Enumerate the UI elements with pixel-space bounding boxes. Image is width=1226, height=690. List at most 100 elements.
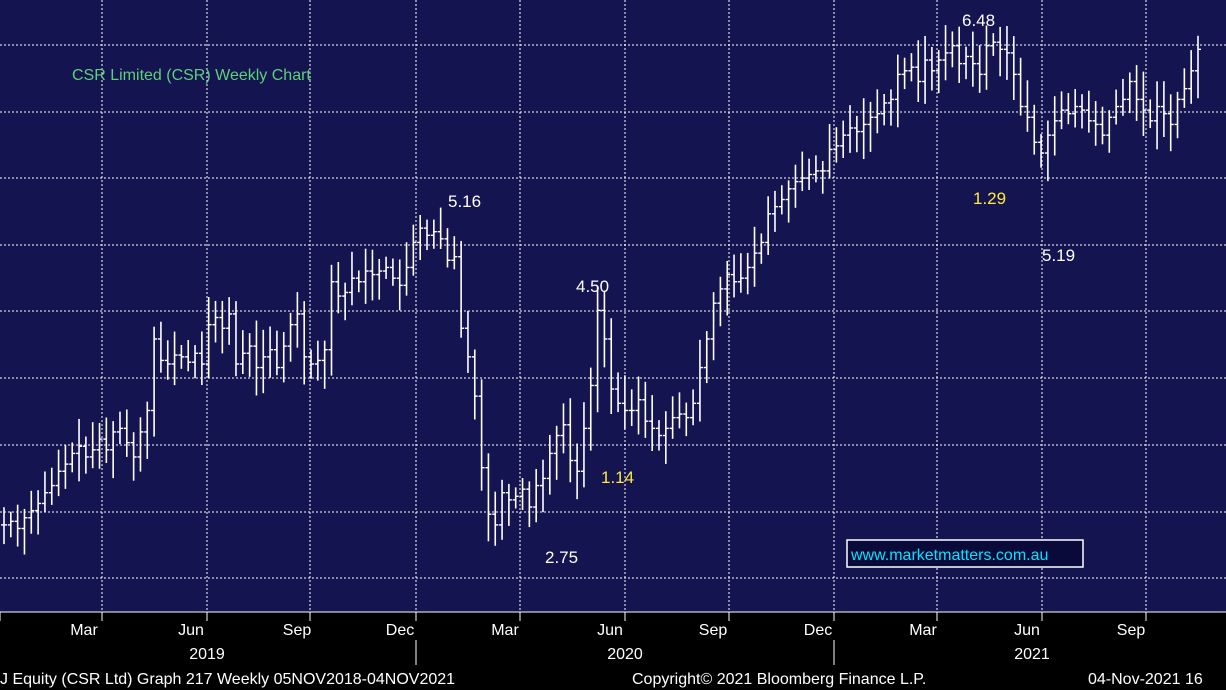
price-bar-11 <box>76 418 83 482</box>
footer-date-text: 04-Nov-2021 16 <box>1088 671 1203 688</box>
price-bar-21 <box>144 401 151 459</box>
price-bar-65 <box>444 228 451 268</box>
price-bar-130 <box>887 89 894 126</box>
price-bar-60 <box>410 224 417 276</box>
chart-title: CSR Limited (CSR) Weekly Chart <box>72 67 311 84</box>
x-tick-label-3: Dec <box>386 622 414 639</box>
price-bar-74 <box>505 483 512 526</box>
price-bar-90 <box>615 372 622 413</box>
price-bar-38 <box>260 329 267 394</box>
price-bar-77 <box>526 481 533 528</box>
price-bar-24 <box>164 340 171 380</box>
price-bar-52 <box>355 270 362 293</box>
price-bar-103 <box>703 331 710 384</box>
price-bar-144 <box>983 25 990 90</box>
price-bar-50 <box>342 282 349 321</box>
x-year-label-1: 2020 <box>607 646 643 663</box>
price-bar-51 <box>348 251 355 306</box>
price-bar-88 <box>601 291 608 368</box>
price-bar-160 <box>1092 101 1099 146</box>
price-bar-175 <box>1195 35 1201 99</box>
price-bar-69 <box>471 349 478 420</box>
price-bar-84 <box>574 443 581 500</box>
price-bar-66 <box>451 236 458 270</box>
price-bar-162 <box>1106 110 1113 153</box>
price-bar-124 <box>847 105 854 153</box>
price-bar-20 <box>137 417 144 472</box>
price-bar-54 <box>369 249 376 301</box>
price-bar-112 <box>765 196 772 255</box>
price-bars <box>1 25 1201 555</box>
price-bar-149 <box>1017 57 1024 116</box>
price-bar-141 <box>963 46 970 80</box>
price-bar-110 <box>751 226 758 287</box>
price-bar-73 <box>499 479 506 540</box>
price-bar-49 <box>335 262 342 314</box>
price-bar-27 <box>185 340 192 372</box>
price-bar-93 <box>635 376 642 435</box>
price-bar-22 <box>151 326 158 437</box>
price-bar-58 <box>396 259 403 311</box>
price-bar-98 <box>669 396 676 439</box>
price-bar-161 <box>1099 106 1106 145</box>
price-bar-140 <box>956 26 963 83</box>
price-bar-152 <box>1038 134 1045 168</box>
price-bar-97 <box>662 411 669 464</box>
price-bar-145 <box>990 33 997 56</box>
price-bar-7 <box>48 467 55 505</box>
price-bar-31 <box>212 300 219 343</box>
price-bar-45 <box>308 349 315 379</box>
price-bar-172 <box>1174 91 1181 139</box>
price-bar-53 <box>362 248 369 304</box>
price-bar-105 <box>717 276 724 327</box>
price-bar-104 <box>710 292 717 361</box>
x-tick-label-9: Jun <box>1014 622 1040 639</box>
price-bar-138 <box>942 25 949 81</box>
price-bar-67 <box>458 240 465 338</box>
price-bar-133 <box>908 53 915 82</box>
website-box[interactable]: www.marketmatters.com.au <box>846 539 1084 568</box>
price-bar-135 <box>922 35 929 104</box>
price-bar-151 <box>1031 104 1038 155</box>
x-year-label-0: 2019 <box>189 646 225 663</box>
price-bar-12 <box>82 436 89 474</box>
price-bar-82 <box>560 403 567 454</box>
price-bar-166 <box>1133 65 1140 121</box>
price-bar-9 <box>62 444 69 489</box>
price-bar-25 <box>171 331 178 386</box>
annotation-3: 1.14 <box>601 468 634 487</box>
price-bar-173 <box>1181 68 1188 108</box>
price-bar-33 <box>226 297 233 345</box>
price-bar-147 <box>1003 26 1010 80</box>
price-bar-28 <box>192 345 199 379</box>
price-bar-29 <box>198 331 205 386</box>
annotation-4: 1.29 <box>973 189 1006 208</box>
x-axis-years: 2019 2020 2021 <box>189 640 1050 665</box>
x-axis-ticks: Mar Jun Sep Dec Mar Jun Sep Dec Mar Jun Sep <box>0 612 1147 639</box>
price-bar-157 <box>1072 89 1079 128</box>
plot-background <box>0 0 1226 612</box>
website-link[interactable]: www.marketmatters.com.au <box>850 547 1048 564</box>
price-bar-150 <box>1024 80 1031 132</box>
price-bar-19 <box>130 432 137 481</box>
price-bar-23 <box>157 321 164 373</box>
price-bar-171 <box>1167 94 1174 152</box>
price-bar-6 <box>41 471 48 513</box>
price-bar-128 <box>874 89 881 134</box>
price-bar-115 <box>785 180 792 223</box>
price-annotations: 6.48 5.16 4.50 1.14 1.29 5.19 2.75 <box>448 11 1075 567</box>
price-bar-35 <box>239 330 246 374</box>
price-bar-14 <box>96 422 103 469</box>
x-tick-label-1: Jun <box>178 622 204 639</box>
price-bar-134 <box>915 40 922 102</box>
price-bar-137 <box>935 50 942 94</box>
price-bar-78 <box>533 468 540 523</box>
price-bar-136 <box>928 46 935 91</box>
price-bar-116 <box>792 164 799 208</box>
price-bar-64 <box>437 207 444 249</box>
price-bar-148 <box>1010 36 1017 101</box>
price-bar-40 <box>273 330 280 376</box>
price-bar-30 <box>205 297 212 379</box>
price-bar-39 <box>267 326 274 378</box>
price-bar-119 <box>812 155 819 183</box>
